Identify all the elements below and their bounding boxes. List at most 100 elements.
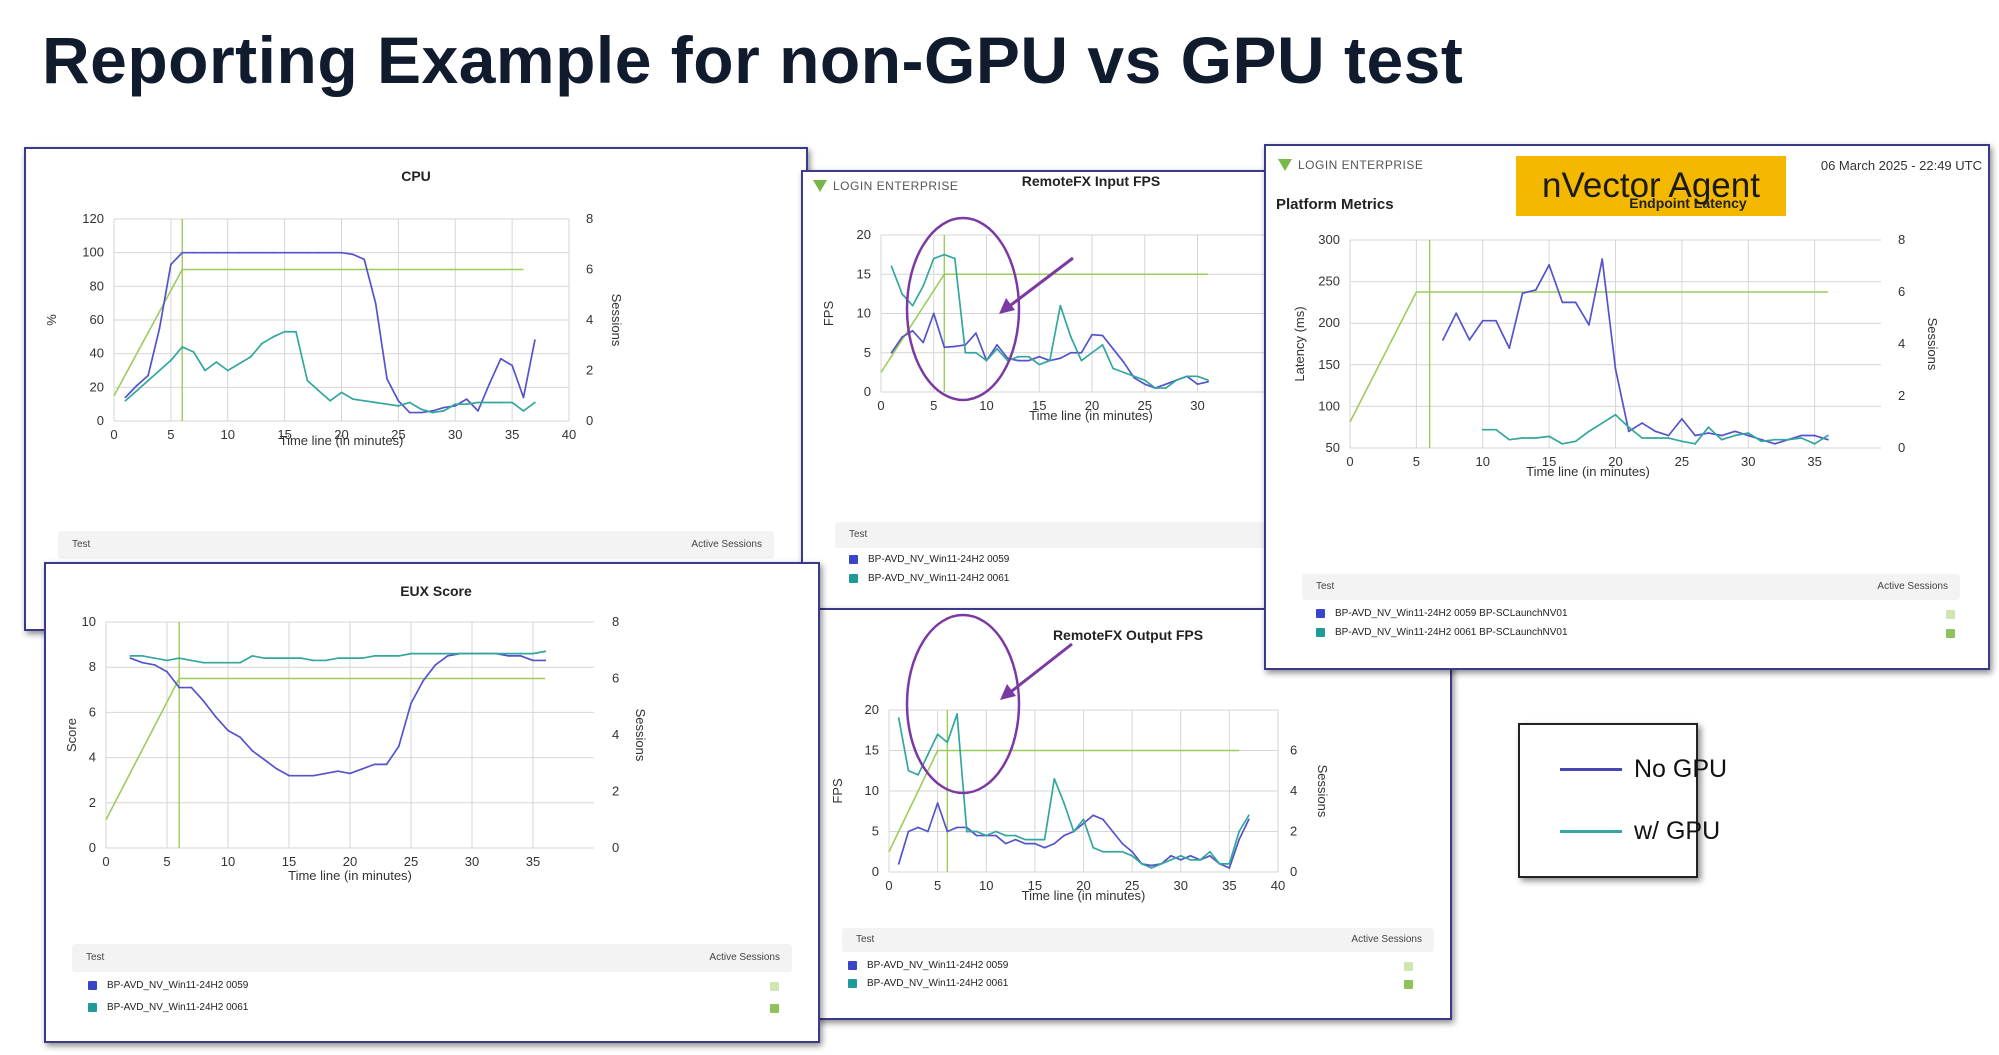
legend-sessions-header: Active Sessions: [691, 539, 762, 550]
series-swatch: [88, 1003, 97, 1012]
data-point: [1006, 357, 1009, 360]
data-point: [275, 657, 278, 660]
data-point: [901, 292, 903, 295]
legend-sessions-header: Active Sessions: [1877, 581, 1948, 592]
data-point: [1521, 292, 1524, 295]
legend-item[interactable]: BP-AVD_NV_Win11-24H2 0059: [848, 960, 1008, 971]
logo-text: LOGIN ENTERPRISE: [833, 179, 959, 193]
key-label-no-gpu: No GPU: [1634, 755, 1728, 783]
data-point: [272, 251, 275, 254]
data-point: [1707, 432, 1710, 434]
x-tick-label: 40: [1271, 878, 1285, 893]
data-point: [124, 399, 127, 402]
y-tick-label: 8: [89, 659, 96, 674]
data-point: [1654, 437, 1657, 439]
y-axis-label: FPS: [830, 778, 845, 804]
data-point: [1063, 834, 1065, 837]
legend-item[interactable]: BP-AVD_NV_Win11-24H2 0061: [849, 573, 1009, 584]
legend-item-label: BP-AVD_NV_Win11-24H2 0059: [107, 980, 249, 991]
data-point: [1170, 854, 1172, 857]
data-point: [1495, 428, 1497, 431]
x-tick-label: 20: [1608, 454, 1622, 469]
data-point: [1091, 333, 1093, 336]
data-point: [1667, 437, 1670, 439]
data-point: [1534, 437, 1537, 439]
data-point: [227, 661, 229, 664]
data-point: [340, 391, 343, 394]
data-point: [1017, 359, 1020, 362]
legend-item[interactable]: BP-AVD_NV_Win11-24H2 0061 BP-SCLaunchNV0…: [1316, 627, 1568, 638]
data-point: [1179, 854, 1182, 857]
data-point: [1121, 842, 1124, 845]
legend-item[interactable]: BP-AVD_NV_Win11-24H2 0059 BP-SCLaunchNV0…: [1316, 608, 1568, 619]
data-point: [275, 768, 278, 770]
data-point: [1734, 430, 1736, 433]
y2-tick-label: 2: [612, 784, 619, 799]
data-point: [1189, 858, 1192, 861]
data-point: [1048, 359, 1051, 362]
data-point: [544, 650, 547, 653]
data-point: [1063, 802, 1065, 805]
data-point: [946, 830, 949, 833]
data-point: [1111, 850, 1114, 853]
series-swatch: [1316, 628, 1325, 637]
legend-item[interactable]: BP-AVD_NV_Win11-24H2 0061: [848, 978, 1008, 989]
data-point: [996, 344, 998, 346]
data-point: [431, 410, 434, 412]
data-point: [1179, 858, 1182, 861]
legend-item[interactable]: BP-AVD_NV_Win11-24H2 0061: [88, 1002, 248, 1013]
data-point: [533, 339, 536, 342]
data-point: [964, 351, 967, 354]
x-tick-label: 35: [1222, 878, 1236, 893]
data-point: [340, 251, 343, 254]
data-point: [1017, 355, 1020, 358]
legend-item[interactable]: BP-AVD_NV_Win11-24H2 0059: [88, 980, 248, 991]
data-point: [226, 369, 229, 372]
data-point: [911, 304, 914, 307]
data-point: [192, 251, 195, 254]
data-point: [317, 389, 320, 392]
data-point: [373, 763, 376, 766]
data-point: [477, 410, 479, 412]
data-point: [1747, 432, 1750, 434]
eux-score-chart-panel: EUX Score 0 2 4 6 8 10 0 5 10 15 20 25 30 35 0 2 4 6 8 Time …: [44, 562, 820, 1043]
y2-tick-label: 4: [586, 312, 593, 327]
data-point: [420, 411, 423, 414]
data-point: [897, 717, 900, 719]
data-point: [995, 834, 997, 837]
data-point: [1027, 355, 1030, 358]
data-point: [1495, 319, 1497, 322]
data-point: [263, 657, 266, 660]
data-point: [1004, 834, 1007, 837]
data-point: [532, 659, 534, 662]
data-point: [483, 652, 486, 655]
y-axis-label: Score: [64, 718, 79, 752]
x-tick-label: 35: [505, 427, 519, 442]
data-point: [446, 652, 449, 655]
data-point: [1143, 383, 1146, 386]
data-point: [943, 346, 946, 349]
legend-item[interactable]: BP-AVD_NV_Win11-24H2 0059: [849, 554, 1009, 565]
y-tick-label: 5: [864, 345, 871, 360]
x-tick-label: 30: [1741, 454, 1755, 469]
data-point: [408, 411, 411, 414]
x-tick-label: 10: [221, 854, 235, 869]
legend-item-label: BP-AVD_NV_Win11-24H2 0061: [868, 573, 1010, 584]
data-point: [1773, 442, 1776, 445]
data-point: [147, 374, 150, 377]
y2-tick-label: 4: [1898, 336, 1905, 351]
y-tick-label: 40: [90, 346, 104, 361]
data-point: [190, 686, 193, 689]
data-point: [471, 652, 473, 655]
legend-test-header: Test: [86, 952, 105, 963]
data-point: [936, 733, 939, 736]
callout-arrowhead: [1000, 684, 1016, 700]
x-tick-label: 20: [334, 427, 348, 442]
data-point: [890, 351, 893, 354]
data-point: [922, 285, 925, 287]
data-point: [965, 830, 968, 833]
data-point: [1654, 430, 1657, 433]
x-tick-label: 10: [979, 878, 993, 893]
data-point: [1059, 304, 1062, 307]
